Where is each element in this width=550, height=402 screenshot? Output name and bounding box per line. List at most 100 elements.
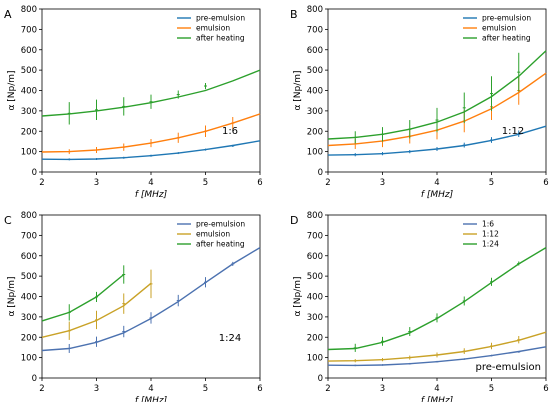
legend-entry: 1:24 — [482, 240, 499, 249]
y-tick-label: 500 — [21, 66, 37, 76]
x-tick-label: 4 — [434, 384, 439, 394]
x-tick-label: 5 — [203, 178, 208, 188]
legend-entry: 1:12 — [482, 230, 499, 239]
series-1-12 — [327, 331, 547, 363]
x-tick-label: 5 — [489, 178, 494, 188]
y-tick-label: 400 — [21, 87, 37, 97]
series-emulsion — [41, 113, 261, 155]
panel-C: 0 100 200 300 400 500 600 700 800 2 3 4 5 6 f [MHz] α [… — [4, 211, 263, 402]
y-tick-label: 600 — [21, 46, 37, 56]
y-tick-label: 300 — [21, 107, 37, 117]
y-tick-label: 500 — [307, 66, 323, 76]
y-tick-label: 100 — [21, 354, 37, 364]
panel-D: 0 100 200 300 400 500 600 700 800 2 3 4 5 6 f [MHz] α [… — [290, 211, 549, 402]
y-axis-label: α [Np/m] — [7, 276, 17, 316]
y-tick-label: 0 — [32, 374, 37, 384]
y-tick-label: 300 — [307, 107, 323, 117]
panel-annotation: 1:6 — [222, 126, 238, 137]
y-tick-label: 500 — [21, 272, 37, 282]
legend-entry: emulsion — [482, 24, 516, 33]
series-line — [41, 69, 261, 117]
x-tick-label: 5 — [489, 384, 494, 394]
y-axis-label: α [Np/m] — [293, 70, 303, 110]
x-tick-label: 6 — [257, 384, 262, 394]
y-axis-label: α [Np/m] — [7, 70, 17, 110]
series-after-heating — [327, 50, 547, 144]
panel-letter: C — [4, 214, 12, 227]
y-tick-label: 400 — [307, 293, 323, 303]
x-tick-label: 2 — [325, 384, 330, 394]
series-line — [41, 282, 152, 338]
panel-letter: B — [290, 8, 298, 21]
x-tick-label: 3 — [380, 384, 385, 394]
y-tick-label: 0 — [318, 168, 323, 178]
panel-A: 0 100 200 300 400 500 600 700 800 2 3 4 5 6 f [MHz] α [… — [4, 5, 263, 200]
legend-entry: emulsion — [196, 230, 230, 239]
x-tick-label: 4 — [148, 178, 153, 188]
y-tick-label: 200 — [307, 127, 323, 137]
legend-entry: emulsion — [196, 24, 230, 33]
x-tick-label: 6 — [257, 178, 262, 188]
y-tick-label: 600 — [307, 46, 323, 56]
legend-entry: 1:6 — [482, 220, 494, 229]
series-line — [41, 273, 125, 322]
y-tick-label: 0 — [32, 168, 37, 178]
legend-entry: after heating — [482, 34, 531, 43]
x-tick-label: 3 — [380, 178, 385, 188]
x-tick-label: 3 — [94, 178, 99, 188]
series-emulsion — [41, 269, 153, 340]
y-tick-label: 100 — [307, 354, 323, 364]
y-tick-label: 400 — [21, 293, 37, 303]
y-tick-label: 800 — [307, 5, 323, 15]
x-axis-label: f [MHz] — [135, 190, 168, 200]
y-tick-label: 0 — [318, 374, 323, 384]
series-after-heating — [41, 69, 261, 125]
y-tick-label: 600 — [307, 252, 323, 262]
y-tick-label: 600 — [21, 252, 37, 262]
y-tick-label: 800 — [307, 211, 323, 221]
panel-B: 0 100 200 300 400 500 600 700 800 2 3 4 5 6 f [MHz] α [… — [290, 5, 549, 200]
series-pre-emulsion — [327, 125, 547, 157]
x-tick-label: 2 — [325, 178, 330, 188]
y-tick-label: 100 — [21, 148, 37, 158]
y-tick-label: 700 — [21, 231, 37, 241]
y-tick-label: 200 — [307, 333, 323, 343]
series-1-6 — [327, 346, 547, 367]
legend-entry: pre-emulsion — [196, 14, 245, 23]
x-tick-label: 6 — [543, 178, 548, 188]
legend-entry: after heating — [196, 240, 245, 249]
y-tick-label: 200 — [21, 127, 37, 137]
x-axis-label: f [MHz] — [421, 190, 454, 200]
x-tick-label: 6 — [543, 384, 548, 394]
series-line — [327, 246, 547, 351]
y-tick-label: 700 — [307, 231, 323, 241]
panel-annotation: pre-emulsion — [476, 362, 541, 373]
x-tick-label: 5 — [203, 384, 208, 394]
x-tick-label: 4 — [434, 178, 439, 188]
y-tick-label: 700 — [307, 25, 323, 35]
panel-letter: A — [4, 8, 12, 21]
series-pre-emulsion — [41, 246, 261, 353]
legend-entry: pre-emulsion — [482, 14, 531, 23]
y-tick-label: 300 — [21, 313, 37, 323]
y-tick-label: 700 — [21, 25, 37, 35]
x-axis-label: f [MHz] — [135, 396, 168, 402]
y-tick-label: 300 — [307, 313, 323, 323]
panel-letter: D — [290, 214, 298, 227]
series-1-24 — [327, 246, 547, 352]
legend-entry: pre-emulsion — [196, 220, 245, 229]
x-tick-label: 4 — [148, 384, 153, 394]
x-axis-label: f [MHz] — [421, 396, 454, 402]
y-tick-label: 500 — [307, 272, 323, 282]
x-tick-label: 2 — [39, 384, 44, 394]
y-tick-label: 100 — [307, 148, 323, 158]
y-axis-label: α [Np/m] — [293, 276, 303, 316]
y-tick-label: 400 — [307, 87, 323, 97]
series-after-heating — [41, 265, 126, 322]
series-pre-emulsion — [41, 140, 261, 161]
x-tick-label: 3 — [94, 384, 99, 394]
y-tick-label: 800 — [21, 211, 37, 221]
y-tick-label: 800 — [21, 5, 37, 15]
y-tick-label: 200 — [21, 333, 37, 343]
